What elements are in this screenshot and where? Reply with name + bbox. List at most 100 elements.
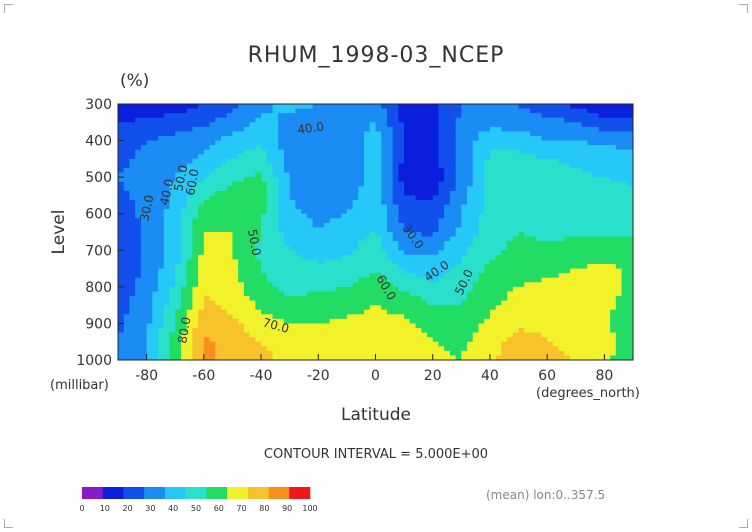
heatmap-cell [249, 254, 256, 261]
heatmap-cell [489, 222, 497, 229]
heatmap-cell [449, 117, 457, 123]
heatmap-cell [301, 318, 308, 325]
heatmap-cell [335, 259, 342, 265]
heatmap-cell [289, 168, 296, 174]
heatmap-cell [398, 291, 405, 297]
heatmap-cell [352, 328, 359, 334]
heatmap-cell [547, 241, 554, 247]
heatmap-cell [501, 140, 508, 146]
heatmap-cell [507, 309, 514, 315]
heatmap-cell [232, 108, 239, 114]
heatmap-cell [186, 323, 193, 329]
heatmap-cell [530, 108, 537, 114]
heatmap-cell [312, 245, 319, 251]
heatmap-cell [570, 195, 577, 201]
heatmap-cell [358, 241, 365, 247]
heatmap-cell [295, 264, 302, 270]
heatmap-cell [329, 195, 337, 201]
heatmap-cell [369, 117, 377, 123]
heatmap-cell [352, 213, 359, 219]
heatmap-cell [444, 268, 451, 274]
heatmap-cell [455, 245, 462, 251]
heatmap-cell [472, 149, 480, 155]
heatmap-cell [438, 181, 445, 187]
heatmap-cell [449, 168, 457, 174]
heatmap-cell [461, 305, 468, 311]
heatmap-cell [518, 126, 525, 133]
heatmap-cell [455, 200, 462, 206]
heatmap-cell [495, 172, 502, 178]
heatmap-cell [312, 350, 319, 357]
heatmap-cell [610, 136, 617, 142]
heatmap-cell [467, 209, 474, 215]
heatmap-cell [369, 113, 377, 119]
heatmap-cell [541, 190, 548, 197]
heatmap-cell [215, 323, 222, 329]
heatmap-cell [541, 236, 548, 242]
heatmap-cell [564, 113, 571, 119]
heatmap-cell [123, 236, 131, 242]
heatmap-cell [249, 126, 256, 133]
heatmap-cell [444, 259, 451, 265]
heatmap-cell [209, 168, 216, 174]
heatmap-cell [180, 268, 188, 274]
heatmap-cell [198, 213, 205, 219]
heatmap-cell [329, 172, 337, 178]
heatmap-cell [461, 232, 468, 238]
heatmap-cell [306, 355, 314, 360]
heatmap-cell [564, 136, 571, 142]
heatmap-cell [501, 222, 508, 229]
heatmap-cell [301, 268, 308, 274]
heatmap-cell [587, 204, 594, 210]
heatmap-cell [146, 149, 153, 155]
heatmap-cell [209, 250, 216, 256]
heatmap-cell [203, 163, 211, 169]
heatmap-cell [215, 296, 222, 302]
heatmap-cell [221, 291, 228, 297]
heatmap-cell [541, 282, 548, 288]
heatmap-cell [581, 300, 588, 306]
heatmap-cell [455, 318, 462, 325]
heatmap-cell [421, 154, 428, 160]
heatmap-cell [163, 296, 171, 302]
heatmap-cell [392, 195, 399, 201]
heatmap-cell [295, 204, 302, 210]
heatmap-cell [261, 158, 268, 165]
heatmap-cell [129, 117, 136, 123]
heatmap-cell [467, 277, 474, 283]
heatmap-cell [610, 332, 617, 338]
heatmap-cell [541, 318, 548, 325]
heatmap-cell [283, 131, 291, 137]
heatmap-cell [564, 318, 571, 325]
heatmap-cell [198, 337, 205, 343]
heatmap-cell [341, 355, 348, 360]
heatmap-cell [478, 158, 485, 165]
heatmap-cell [289, 254, 296, 261]
heatmap-cell [398, 232, 405, 238]
heatmap-cell [364, 204, 371, 210]
heatmap-cell [449, 145, 457, 151]
heatmap-cell [158, 245, 165, 251]
heatmap-cell [352, 126, 359, 133]
heatmap-cell [261, 259, 268, 265]
heatmap-cell [312, 277, 319, 283]
heatmap-cell [163, 341, 171, 347]
heatmap-cell [604, 186, 611, 192]
heatmap-cell [398, 254, 405, 261]
heatmap-cell [192, 222, 199, 229]
heatmap-cell [495, 181, 502, 187]
heatmap-cell [118, 236, 125, 242]
heatmap-cell [140, 337, 148, 343]
heatmap-cell [570, 341, 577, 347]
heatmap-cell [415, 350, 422, 357]
heatmap-cell [547, 341, 554, 347]
heatmap-cell [610, 300, 617, 306]
heatmap-cell [541, 140, 548, 146]
heatmap-cell [432, 309, 440, 315]
heatmap-cell [541, 158, 548, 165]
heatmap-cell [598, 268, 605, 274]
heatmap-cell [467, 282, 474, 288]
heatmap-cell [238, 282, 245, 288]
heatmap-cell [364, 168, 371, 174]
heatmap-cell [243, 222, 251, 229]
